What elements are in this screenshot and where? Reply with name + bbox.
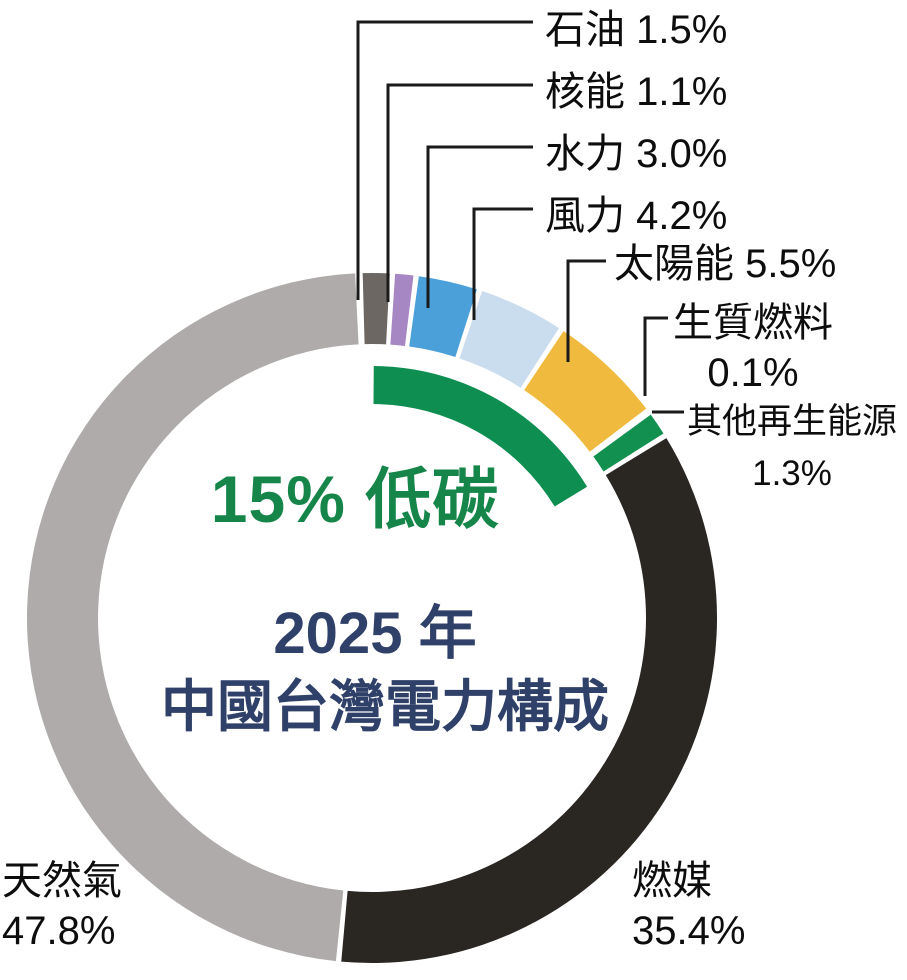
- leader-line-5: [643, 316, 668, 396]
- callout-coal-pct: 35.4%: [632, 909, 746, 953]
- callout-oil-label: 石油 1.5%: [545, 8, 728, 52]
- callout-hydro-label: 水力 3.0%: [545, 132, 728, 176]
- leader-line-4: [566, 259, 606, 362]
- chart-title: 中國台灣電力構成: [161, 675, 609, 738]
- low-carbon-annotation: 15% 低碳: [210, 462, 500, 536]
- callout-other-renewables-pct: 1.3%: [752, 454, 832, 493]
- leader-line-3: [472, 207, 533, 320]
- callout-wind: 風力 4.2%: [545, 192, 727, 241]
- callout-nuclear-label: 核能 1.1%: [545, 70, 728, 114]
- callout-wind-label: 風力 4.2%: [545, 194, 728, 238]
- leader-line-1: [386, 83, 533, 302]
- callout-hydro: 水力 3.0%: [545, 130, 727, 179]
- donut-slice-hydro: [409, 276, 477, 357]
- callout-oil: 石油 1.5%: [545, 6, 727, 55]
- callout-natural-gas: 天然氣 47.8%: [2, 856, 122, 956]
- callout-solar-label: 太陽能 5.5%: [614, 242, 837, 286]
- chart-year: 2025 年: [273, 601, 477, 666]
- donut-slice-other-renewables: [593, 414, 664, 472]
- low-carbon-arc: [373, 366, 588, 507]
- leader-line-2: [426, 145, 533, 308]
- donut-slice-coal: [341, 438, 717, 964]
- callout-biofuel-pct: 0.1%: [707, 351, 799, 395]
- callout-solar: 太陽能 5.5%: [614, 240, 836, 289]
- callout-natural-gas-name: 天然氣: [2, 859, 122, 903]
- donut-slice-natural-gas: [26, 273, 359, 962]
- callout-coal: 燃媒 35.4%: [632, 856, 745, 956]
- callout-nuclear: 核能 1.1%: [545, 68, 727, 117]
- leader-line-0: [356, 20, 533, 300]
- donut-slice-oil: [362, 273, 390, 345]
- donut-slice-wind: [459, 291, 560, 388]
- callout-other-renewables: 其他再生能源 1.3%: [683, 396, 901, 500]
- callout-other-renewables-name: 其他再生能源: [686, 402, 897, 441]
- callout-natural-gas-pct: 47.8%: [2, 909, 116, 953]
- callout-biofuel-name: 生質燃料: [673, 301, 833, 345]
- donut-slice-solar: [524, 331, 647, 452]
- donut-slice-nuclear: [390, 273, 414, 346]
- callout-coal-name: 燃媒: [632, 859, 712, 903]
- callout-biofuel: 生質燃料 0.1%: [672, 298, 834, 398]
